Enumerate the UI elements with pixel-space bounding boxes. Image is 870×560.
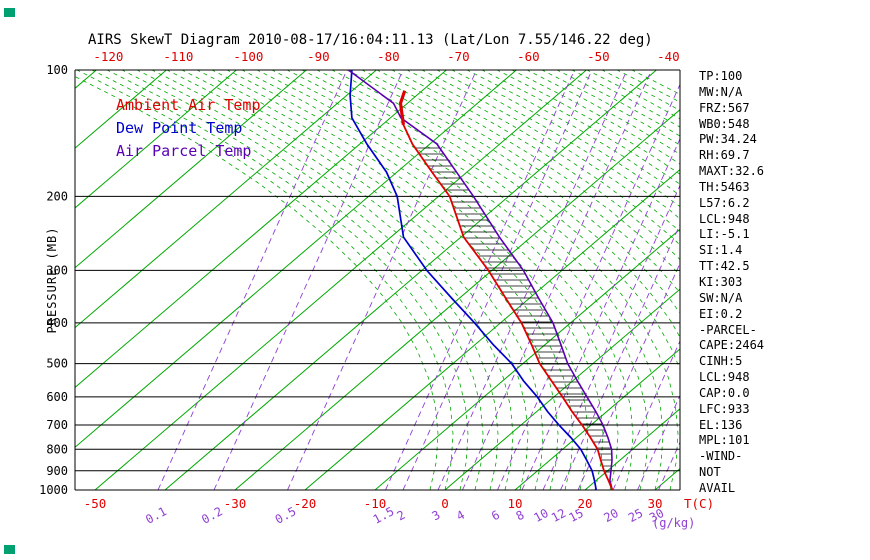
legend: Ambient Air Temp Dew Point Temp Air Parc… (116, 94, 261, 163)
panel-line: WB0:548 (699, 116, 750, 131)
bottom-temp-tick-label: 10 (507, 496, 522, 511)
panel-line: TH:5463 (699, 179, 750, 194)
bottom-temp-tick-label: 20 (577, 496, 592, 511)
mixing-ratio-tick-label: 25 (626, 506, 645, 525)
panel-line: PW:34.24 (699, 132, 757, 147)
pressure-tick-label: 200 (46, 189, 68, 203)
panel-line: LFC:933 (699, 401, 750, 416)
bottom-temp-tick-label: 0 (441, 496, 449, 511)
isobar-lines (74, 69, 681, 491)
top-temp-tick-label: -70 (447, 49, 470, 64)
bottom-temp-tick-label: -30 (224, 496, 247, 511)
mixing-ratio-unit-label: (g/kg) (652, 516, 695, 530)
sounding-curves (347, 70, 614, 490)
mixing-ratio-lines (157, 70, 680, 490)
top-temp-tick-label: -40 (657, 49, 680, 64)
pressure-axis-title: PRESSURE (MB) (45, 227, 59, 334)
stats-panel: TP:100 MW:N/A FRZ:567 WB0:548 PW:34.24 RH:69.… (699, 69, 764, 497)
pressure-tick-label: 800 (46, 442, 68, 456)
mixing-ratio-tick-label: 12 (549, 506, 568, 525)
panel-line: MPL:101 (699, 433, 750, 448)
panel-line: L57:6.2 (699, 195, 750, 210)
ambient-temp-curve (399, 90, 614, 490)
panel-line: -WIND- (699, 449, 743, 464)
bottom-temp-tick-label: 30 (647, 496, 662, 511)
pressure-tick-label: 500 (46, 357, 68, 371)
panel-line: SW:N/A (699, 290, 743, 305)
pressure-tick-label: 600 (46, 390, 68, 404)
panel-line: LCL:948 (699, 370, 750, 385)
panel-line: MW:N/A (699, 84, 743, 99)
ambient-temp-top-segment (398, 90, 407, 125)
top-temp-tick-label: -60 (517, 49, 540, 64)
panel-line: FRZ:567 (699, 100, 750, 115)
panel-line: EI:0.2 (699, 306, 743, 321)
panel-line: -PARCEL- (699, 322, 757, 337)
bottom-temp-tick-label: -20 (294, 496, 317, 511)
dew-point-curve (349, 70, 598, 490)
pressure-tick-label: 900 (46, 464, 68, 478)
mixing-ratio-tick-label: 4 (454, 508, 467, 524)
corner-mark-bottom (4, 545, 15, 554)
panel-line: TP:100 (699, 69, 743, 83)
temp-unit-label: T(C) (684, 496, 714, 511)
pressure-tick-label: 100 (46, 63, 68, 77)
air-parcel-curve (347, 70, 614, 490)
corner-mark-top (4, 8, 15, 17)
panel-line: RH:69.7 (699, 148, 750, 163)
bottom-temp-tick-label: -50 (84, 496, 107, 511)
pressure-tick-label: 400 (46, 316, 68, 330)
mixing-ratio-tick-label: 6 (489, 508, 502, 524)
pressure-tick-label: 300 (46, 263, 68, 277)
mixing-ratio-tick-label: 15 (566, 506, 585, 525)
panel-line: KI:303 (699, 274, 743, 289)
panel-line: TT:42.5 (699, 259, 750, 274)
mixing-ratio-tick-label: 8 (514, 508, 527, 524)
top-temp-tick-label: -120 (93, 49, 123, 64)
legend-dew-point: Dew Point Temp (116, 119, 243, 137)
legend-air-parcel: Air Parcel Temp (116, 142, 252, 160)
mixing-ratio-tick-label: 30 (647, 506, 666, 525)
panel-line: CAPE:2464 (699, 338, 765, 353)
panel-line: CINH:5 (699, 354, 743, 369)
top-temp-tick-label: -90 (307, 49, 330, 64)
panel-line: LI:-5.1 (699, 227, 750, 242)
panel-line: MAXT:32.6 (699, 164, 765, 179)
mixing-ratio-tick-label: 20 (601, 506, 620, 525)
mixing-ratio-tick-label: 10 (531, 506, 550, 525)
pressure-tick-label: 700 (46, 418, 68, 432)
panel-line: NOT (699, 465, 721, 480)
pressure-tick-label: 1000 (39, 483, 68, 497)
top-temp-tick-label: -80 (377, 49, 400, 64)
top-temp-tick-label: -50 (587, 49, 610, 64)
panel-line: CAP:0.0 (699, 385, 750, 400)
mixing-ratio-tick-label: 2 (395, 508, 408, 524)
mixing-ratio-tick-label: 0.2 (199, 504, 225, 527)
panel-line: AVAIL (699, 480, 736, 495)
top-temp-tick-label: -100 (233, 49, 263, 64)
mixing-ratio-tick-label: 0.1 (143, 504, 169, 527)
cape-hatching (415, 147, 612, 473)
page-title: AIRS SkewT Diagram 2010-08-17/16:04:11.1… (88, 32, 653, 48)
panel-line: SI:1.4 (699, 243, 743, 258)
panel-line: LCL:948 (699, 211, 750, 226)
legend-ambient-temp: Ambient Air Temp (116, 96, 261, 114)
bottom-temp-tick-label: -10 (364, 496, 387, 511)
top-temp-tick-label: -110 (163, 49, 193, 64)
panel-line: EL:136 (699, 417, 743, 432)
